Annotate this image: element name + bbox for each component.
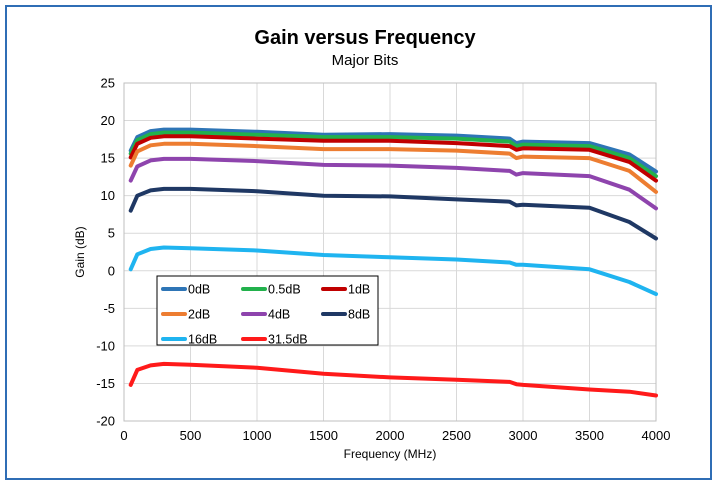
y-tick-label: 15 <box>101 151 115 166</box>
series-lines <box>128 127 658 398</box>
legend-label: 4dB <box>268 308 290 322</box>
legend: 0dB 0.5dB 1dB 2dB 4dB 8dB 16dB 31.5dB <box>156 275 379 347</box>
series-line-1dB <box>128 134 658 183</box>
plot-area <box>123 82 657 422</box>
y-tick-label: 20 <box>101 113 115 128</box>
y-tick-label: 0 <box>108 263 115 278</box>
x-tick-label: 500 <box>180 428 202 443</box>
y-tick-label: -5 <box>103 301 115 316</box>
x-tick-label: 3500 <box>575 428 604 443</box>
tick-labels: 0 500 1000 1500 2000 2500 3000 3500 4000 25 20 15 10… <box>96 76 670 444</box>
y-tick-label: 10 <box>101 188 115 203</box>
legend-label: 0.5dB <box>268 283 301 297</box>
x-tick-label: 2500 <box>442 428 471 443</box>
series-line-8dB <box>128 186 658 241</box>
y-tick-label: 5 <box>108 226 115 241</box>
y-tick-label: -15 <box>96 376 115 391</box>
chart-subtitle: Major Bits <box>332 52 399 69</box>
chart-title: Gain versus Frequency <box>254 27 476 49</box>
legend-label: 2dB <box>188 308 210 322</box>
y-tick-label: 25 <box>101 76 115 91</box>
legend-label: 16dB <box>188 333 217 347</box>
x-tick-label: 1500 <box>309 428 338 443</box>
y-tick-label: -10 <box>96 338 115 353</box>
x-tick-label: 1000 <box>243 428 272 443</box>
y-axis-label: Gain (dB) <box>73 226 87 277</box>
series-line-0-5dB <box>128 130 658 179</box>
chart-frame: Gain versus Frequency Major Bits 0 500 100… <box>5 5 712 480</box>
series-line-4dB <box>128 156 658 211</box>
x-tick-label: 4000 <box>642 428 671 443</box>
x-tick-label: 2000 <box>376 428 405 443</box>
legend-label: 31.5dB <box>268 333 308 347</box>
x-tick-label: 0 <box>120 428 127 443</box>
legend-label: 0dB <box>188 283 210 297</box>
series-line-2dB <box>128 141 658 194</box>
series-line-31-5dB <box>128 361 658 398</box>
y-tick-label: -20 <box>96 414 115 429</box>
x-axis-label: Frequency (MHz) <box>344 447 437 461</box>
series-line-0dB <box>128 127 658 174</box>
legend-label: 8dB <box>348 308 370 322</box>
gain-vs-frequency-chart: Gain versus Frequency Major Bits 0 500 100… <box>73 27 670 461</box>
series-line-16dB <box>128 245 658 297</box>
legend-label: 1dB <box>348 283 370 297</box>
x-tick-label: 3000 <box>509 428 538 443</box>
